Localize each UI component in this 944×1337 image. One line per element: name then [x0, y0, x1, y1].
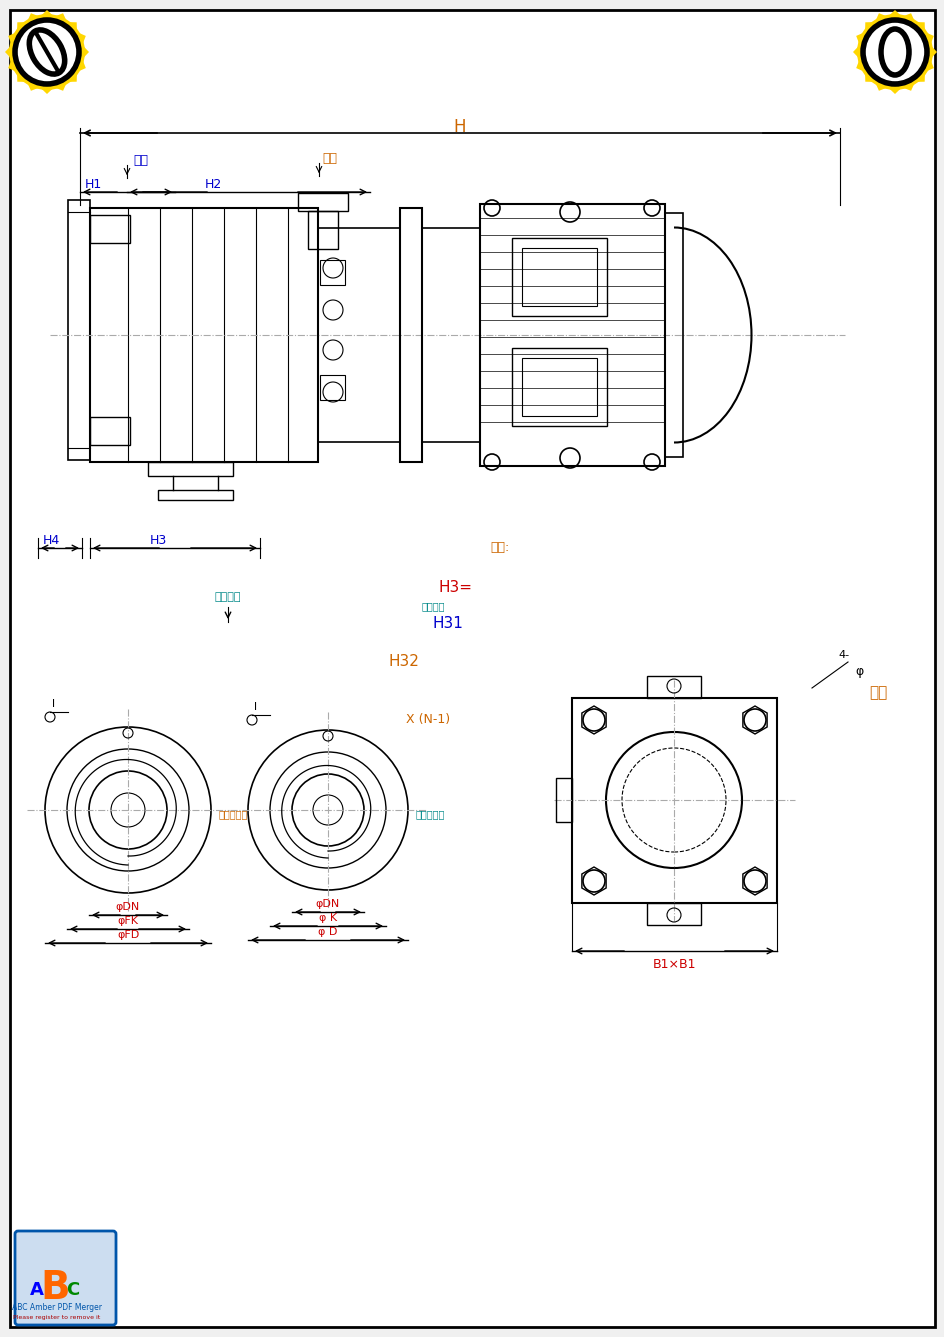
- Text: 出口中心线: 出口中心线: [415, 809, 445, 820]
- Bar: [399, 209, 422, 463]
- Polygon shape: [5, 9, 89, 94]
- Text: l: l: [52, 699, 56, 709]
- Bar: [90, 417, 130, 445]
- Text: C: C: [66, 1281, 79, 1300]
- Text: B1×B1: B1×B1: [651, 957, 695, 971]
- Text: ABC Amber PDF Merger: ABC Amber PDF Merger: [12, 1302, 102, 1312]
- Text: φDN: φDN: [116, 902, 140, 912]
- Bar: [68, 201, 90, 460]
- Text: φ D: φ D: [318, 927, 337, 937]
- Text: φFK: φFK: [117, 916, 139, 927]
- Text: 吸入: 吸入: [133, 154, 148, 167]
- Text: Please register to remove it: Please register to remove it: [13, 1314, 100, 1320]
- Text: H31: H31: [431, 616, 463, 631]
- Bar: [90, 215, 130, 243]
- Text: X (N-1): X (N-1): [406, 714, 449, 726]
- Bar: [512, 238, 606, 316]
- Bar: [308, 211, 338, 249]
- Text: 注意事项: 注意事项: [422, 602, 445, 611]
- Bar: [665, 213, 683, 457]
- Bar: [480, 205, 665, 467]
- Text: H: H: [453, 118, 465, 136]
- Text: H4: H4: [43, 535, 60, 547]
- FancyBboxPatch shape: [15, 1231, 116, 1325]
- Circle shape: [862, 20, 926, 84]
- Bar: [647, 677, 700, 698]
- Circle shape: [9, 13, 85, 90]
- Text: 吸口中心线: 吸口中心线: [219, 809, 248, 820]
- Bar: [320, 374, 345, 400]
- Text: H2: H2: [205, 179, 222, 191]
- Text: 中心高度: 中心高度: [214, 592, 241, 602]
- Text: φ K: φ K: [319, 913, 337, 923]
- Text: φFD: φFD: [117, 931, 139, 940]
- Text: H1: H1: [85, 179, 102, 191]
- Text: A: A: [30, 1281, 43, 1300]
- Text: l: l: [254, 702, 258, 713]
- Ellipse shape: [880, 29, 908, 75]
- Bar: [521, 358, 597, 416]
- Text: H3=: H3=: [437, 580, 471, 595]
- Text: H32: H32: [388, 655, 418, 670]
- Bar: [320, 259, 345, 285]
- Bar: [521, 247, 597, 306]
- Bar: [422, 229, 480, 443]
- Bar: [318, 229, 399, 443]
- Circle shape: [856, 13, 932, 90]
- Text: φ: φ: [854, 666, 862, 678]
- Text: φDN: φDN: [315, 898, 340, 909]
- Bar: [571, 698, 776, 902]
- Text: 4-: 4-: [837, 650, 849, 660]
- Text: 吐出: 吐出: [322, 151, 337, 164]
- Bar: [148, 463, 233, 476]
- Ellipse shape: [29, 29, 64, 74]
- Text: H3: H3: [150, 535, 167, 547]
- Polygon shape: [852, 9, 936, 94]
- Text: 注意:: 注意:: [490, 541, 509, 555]
- Bar: [647, 902, 700, 925]
- Bar: [512, 348, 606, 427]
- Text: B: B: [41, 1269, 70, 1308]
- Bar: [90, 209, 318, 463]
- Circle shape: [15, 20, 79, 84]
- Bar: [297, 193, 347, 211]
- Bar: [555, 778, 571, 822]
- Text: 型号: 型号: [868, 686, 886, 701]
- Bar: [158, 489, 233, 500]
